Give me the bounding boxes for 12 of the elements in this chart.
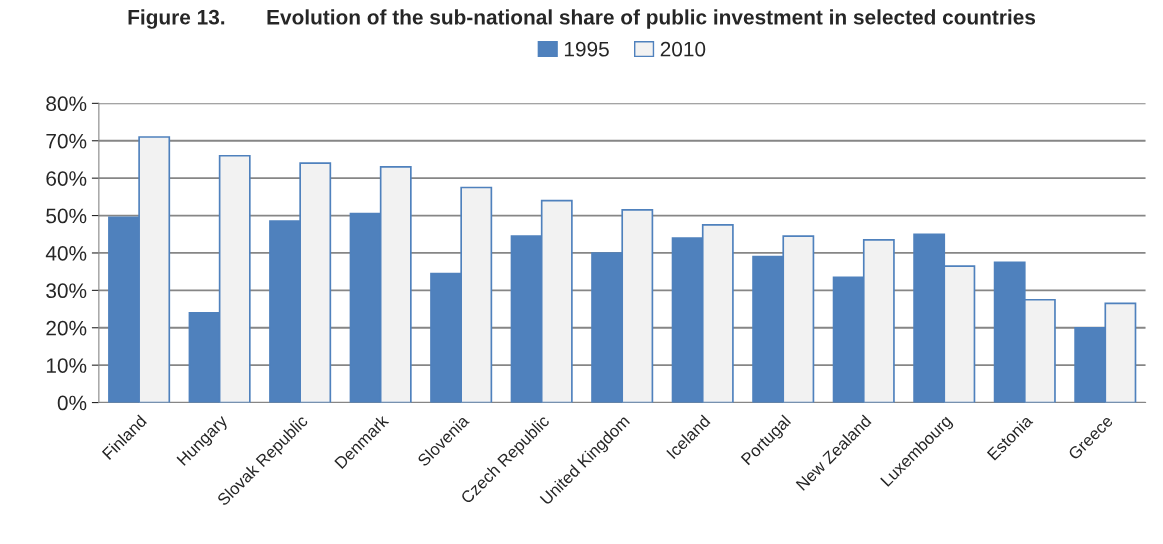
y-tick-label: 40%	[45, 245, 87, 261]
y-tick-label: 10%	[46, 358, 87, 373]
legend-label: 1995	[564, 41, 609, 57]
y-tick-label: 30%	[46, 283, 87, 299]
y-tick-label: 80%	[46, 96, 87, 112]
legend-label: 2010	[660, 41, 706, 57]
y-tick-label: 20%	[46, 320, 87, 336]
y-tick-label: 70%	[46, 133, 87, 149]
y-tick-label: 0%	[57, 395, 87, 411]
y-tick-label: 60%	[46, 171, 87, 186]
chart-title: Figure 13. Evolution of the sub-national share of public investment in selected countries	[128, 9, 1036, 29]
y-tick-label: 50%	[46, 208, 87, 224]
